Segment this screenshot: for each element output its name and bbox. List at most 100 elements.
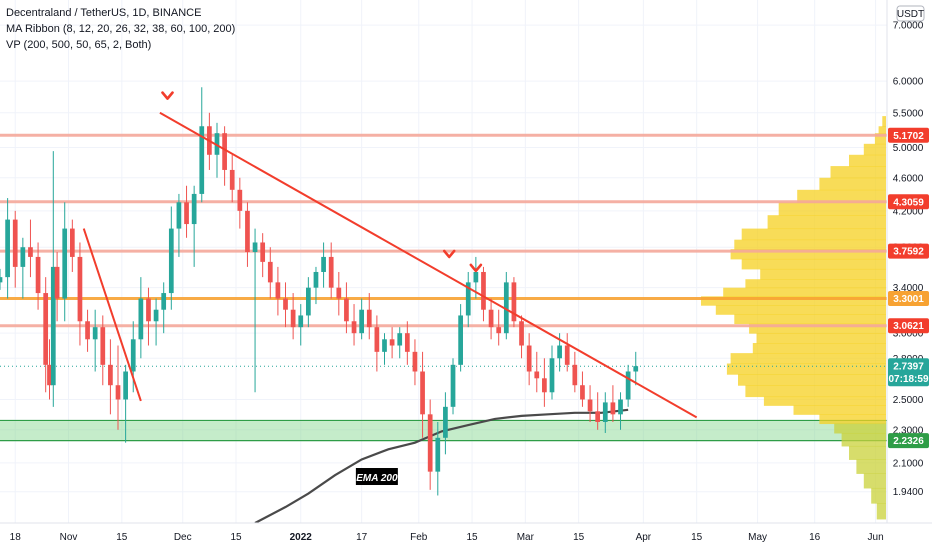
candle[interactable] [321, 242, 326, 288]
candle[interactable] [511, 277, 517, 328]
candle[interactable] [214, 122, 220, 178]
trendline[interactable] [82, 228, 142, 402]
candle[interactable] [526, 333, 532, 386]
candle[interactable] [237, 177, 243, 229]
candle[interactable] [595, 392, 601, 430]
candle[interactable] [427, 399, 433, 490]
candle[interactable] [260, 233, 266, 278]
candle[interactable] [450, 358, 456, 415]
candle[interactable] [85, 309, 90, 352]
candle[interactable] [435, 421, 441, 496]
candle[interactable] [366, 293, 372, 340]
candle[interactable] [374, 315, 380, 372]
candle[interactable] [587, 385, 593, 422]
candle[interactable] [115, 345, 121, 430]
candle[interactable] [458, 304, 463, 372]
candle[interactable] [519, 315, 524, 359]
symbol-title[interactable]: Decentraland / TetherUS, 1D, BINANCE [6, 7, 202, 19]
candle[interactable] [443, 392, 448, 455]
candle[interactable] [564, 333, 570, 372]
candle[interactable] [108, 339, 113, 415]
candle[interactable] [100, 315, 106, 386]
candle-body [572, 364, 578, 386]
candle[interactable] [465, 271, 471, 328]
price-tag-bg [888, 243, 929, 259]
candle[interactable] [580, 371, 585, 407]
candle[interactable] [35, 242, 41, 310]
candle[interactable] [267, 247, 273, 299]
currency-badge[interactable]: USDT [896, 5, 925, 22]
candle[interactable] [313, 266, 319, 305]
candle[interactable] [62, 202, 68, 322]
ma-ribbon-indicator[interactable]: MA Ribbon (8, 12, 20, 26, 32, 38, 60, 10… [6, 23, 236, 35]
candle[interactable] [503, 271, 509, 340]
candle[interactable] [328, 242, 334, 299]
candle[interactable] [161, 282, 167, 334]
candle[interactable] [123, 364, 128, 443]
candle[interactable] [43, 277, 49, 393]
candle[interactable] [534, 351, 540, 393]
candle[interactable] [344, 282, 349, 334]
candle[interactable] [412, 339, 418, 386]
candle-body [260, 242, 266, 262]
candle[interactable] [290, 293, 296, 340]
candle[interactable] [146, 287, 151, 346]
candle[interactable] [138, 277, 144, 359]
candle[interactable] [275, 266, 281, 316]
candle[interactable] [54, 252, 60, 322]
candle[interactable] [625, 364, 631, 407]
candle[interactable] [12, 210, 18, 288]
candle[interactable] [610, 385, 616, 422]
candle[interactable] [542, 358, 547, 407]
candle[interactable] [92, 309, 98, 372]
time-axis[interactable]: 18 Nov 15 Dec 15 2022 17 Feb 15 Mar 15 Apr 15 May 16 Ju… [10, 532, 884, 543]
candle[interactable] [549, 345, 555, 400]
price-tag-label: 3.7592 [893, 247, 924, 258]
candle[interactable] [168, 206, 174, 310]
candle[interactable] [618, 392, 623, 430]
candle[interactable] [47, 339, 52, 400]
candle[interactable] [397, 327, 403, 359]
candle[interactable] [633, 351, 639, 386]
candle[interactable] [176, 193, 182, 257]
trendline[interactable] [159, 111, 698, 419]
candle[interactable] [351, 304, 357, 346]
candle[interactable] [50, 151, 56, 407]
candle[interactable] [191, 185, 197, 267]
candle[interactable] [5, 198, 10, 299]
candle[interactable] [420, 351, 425, 438]
candle[interactable] [572, 351, 578, 393]
candle[interactable] [389, 327, 395, 359]
candle[interactable] [0, 268, 3, 290]
candle[interactable] [382, 333, 387, 365]
candle[interactable] [252, 228, 258, 393]
candle[interactable] [496, 309, 502, 346]
candle-body [77, 256, 83, 322]
price-tick-label: 7.0000 [893, 21, 924, 32]
candle[interactable] [283, 282, 288, 328]
candle[interactable] [184, 185, 189, 238]
candle[interactable] [488, 298, 494, 340]
candle[interactable] [336, 271, 342, 316]
candle[interactable] [359, 298, 365, 340]
candle-body [336, 287, 342, 299]
trendlines[interactable] [82, 111, 698, 419]
candle[interactable] [481, 266, 486, 322]
candle[interactable] [404, 321, 410, 365]
volume-profile-indicator[interactable]: VP (200, 500, 50, 65, 2, Both) [6, 39, 152, 51]
candle[interactable] [305, 277, 311, 328]
candle[interactable] [199, 87, 205, 203]
candle[interactable] [222, 126, 227, 186]
candle[interactable] [77, 242, 83, 346]
candle[interactable] [602, 392, 608, 433]
candles[interactable] [0, 87, 639, 496]
candle[interactable] [229, 154, 235, 203]
candle[interactable] [153, 298, 159, 346]
candle-body [542, 378, 547, 393]
candle[interactable] [28, 219, 33, 278]
candle[interactable] [245, 202, 250, 267]
candle[interactable] [298, 304, 304, 346]
candle[interactable] [20, 237, 26, 299]
candle[interactable] [69, 219, 75, 272]
